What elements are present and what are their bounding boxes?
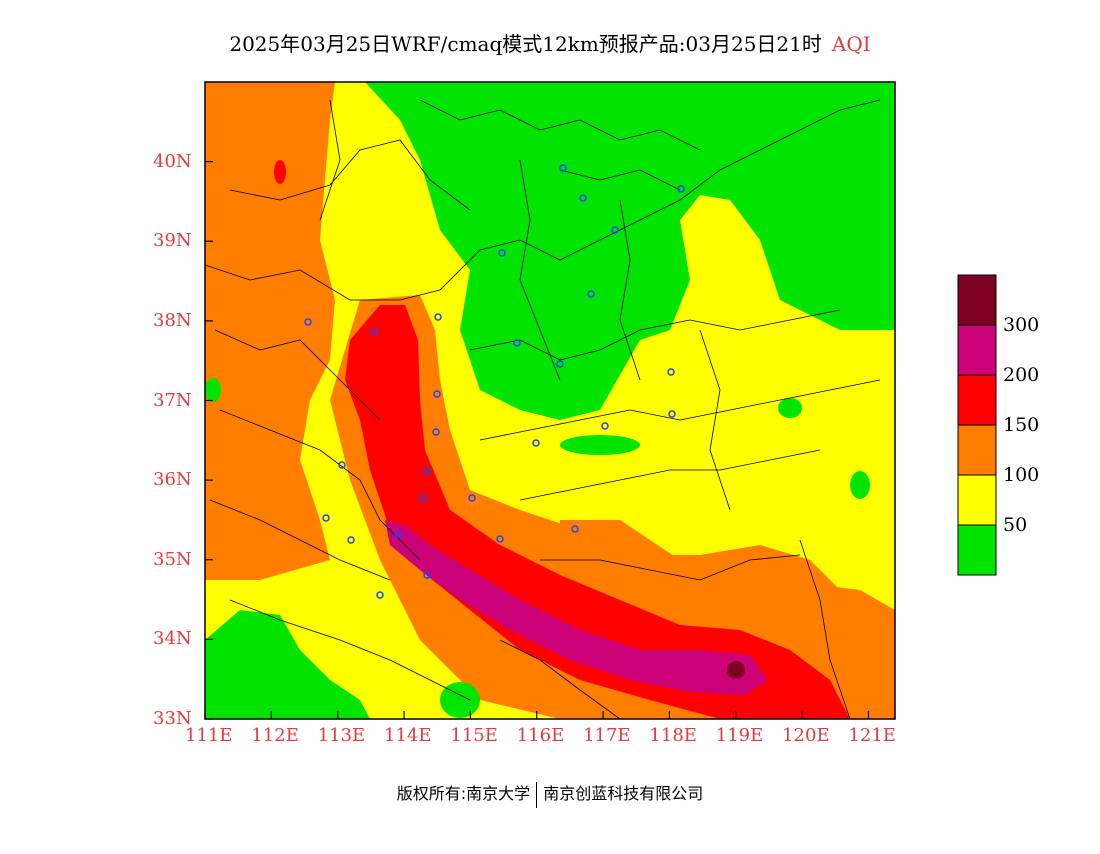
- city-marker: [579, 194, 587, 202]
- city-marker: [498, 249, 506, 257]
- y-tick-label: 39N: [153, 230, 192, 252]
- city-marker: [419, 494, 427, 502]
- legend-label-300: 300: [1003, 314, 1040, 336]
- copyright-left: 版权所有:南京大学: [396, 784, 531, 803]
- city-marker: [338, 461, 346, 469]
- aqi-level-red-spot: [274, 160, 286, 184]
- legend-label-150: 150: [1003, 414, 1040, 436]
- city-marker: [532, 439, 540, 447]
- legend-swatch-orange: [957, 424, 997, 476]
- admin-boundaries: [205, 99, 881, 719]
- city-marker: [432, 428, 440, 436]
- x-tick-label: 119E: [715, 725, 764, 746]
- city-marker: [667, 368, 675, 376]
- aqi-level-orange-west: [205, 82, 335, 580]
- y-tick-label: 36N: [153, 469, 192, 491]
- aqi-field: [205, 82, 895, 719]
- legend-swatch-yellow: [957, 474, 997, 526]
- legend-swatch-green: [957, 524, 997, 576]
- legend-colorbar: [957, 274, 997, 576]
- x-tick-label: 116E: [516, 725, 565, 746]
- x-tick-label: 111E: [185, 725, 233, 746]
- x-tick-label: 112E: [251, 725, 299, 746]
- city-marker: [347, 536, 355, 544]
- city-marker: [322, 514, 330, 522]
- aqi-level-green-southwest: [205, 610, 370, 719]
- x-tick-label: 121E: [848, 725, 896, 746]
- legend-swatch-purple: [957, 324, 997, 376]
- city-marker: [423, 571, 431, 579]
- legend-label-100: 100: [1003, 464, 1040, 486]
- city-marker: [587, 290, 595, 298]
- city-marker: [423, 467, 431, 475]
- legend-label-50: 50: [1003, 514, 1028, 536]
- title-variable: AQI: [831, 32, 871, 56]
- y-tick-label: 34N: [153, 628, 192, 650]
- x-tick-label: 118E: [649, 725, 697, 746]
- x-tick-label: 113E: [317, 725, 366, 746]
- y-tick-label: 35N: [153, 548, 192, 570]
- city-marker: [434, 313, 442, 321]
- footer-separator: [536, 781, 538, 808]
- x-tick-label: 120E: [782, 725, 830, 746]
- city-marker: [394, 530, 402, 538]
- city-markers: [304, 164, 685, 599]
- legend-swatch-maroon: [957, 274, 997, 326]
- legend-swatch-red: [957, 374, 997, 426]
- city-marker: [513, 339, 521, 347]
- city-marker: [370, 328, 378, 336]
- aqi-level-green-patch-3: [560, 435, 640, 455]
- city-marker: [376, 591, 384, 599]
- city-marker: [556, 360, 564, 368]
- x-tick-label: 117E: [583, 725, 631, 746]
- y-tick-label: 33N: [153, 708, 192, 729]
- city-marker: [571, 525, 579, 533]
- city-marker: [677, 185, 685, 193]
- city-marker: [668, 410, 676, 418]
- y-tick-label: 40N: [153, 150, 192, 172]
- city-marker: [304, 318, 312, 326]
- city-marker: [496, 535, 504, 543]
- aqi-level-maroon-hotspot: [727, 661, 745, 679]
- x-tick-label: 114E: [384, 725, 432, 746]
- legend-label-200: 200: [1003, 364, 1040, 386]
- y-tick-label: 38N: [153, 309, 192, 331]
- city-marker: [468, 494, 476, 502]
- title-main: 2025年03月25日WRF/cmaq模式12km预报产品:03月25日21时: [229, 32, 822, 56]
- aqi-level-green-north: [365, 82, 895, 420]
- city-marker: [559, 164, 567, 172]
- city-marker: [601, 422, 609, 430]
- copyright-right: 南京创蓝科技有限公司: [543, 784, 704, 803]
- aqi-level-green-patch-4: [850, 471, 870, 499]
- x-tick-label: 115E: [450, 725, 498, 746]
- city-marker: [433, 390, 441, 398]
- axis-ticks: [204, 161, 870, 720]
- copyright-footer: 版权所有:南京大学 南京创蓝科技有限公司: [0, 780, 1100, 808]
- map-title: 2025年03月25日WRF/cmaq模式12km预报产品:03月25日21时 A…: [0, 28, 1100, 57]
- aqi-level-green-patch-2: [778, 398, 802, 418]
- aqi-level-purple-core: [385, 520, 768, 695]
- city-marker: [611, 226, 619, 234]
- aqi-level-green-patch-1: [440, 682, 480, 718]
- aqi-level-green-patch-5: [205, 378, 221, 402]
- y-tick-label: 37N: [153, 389, 192, 411]
